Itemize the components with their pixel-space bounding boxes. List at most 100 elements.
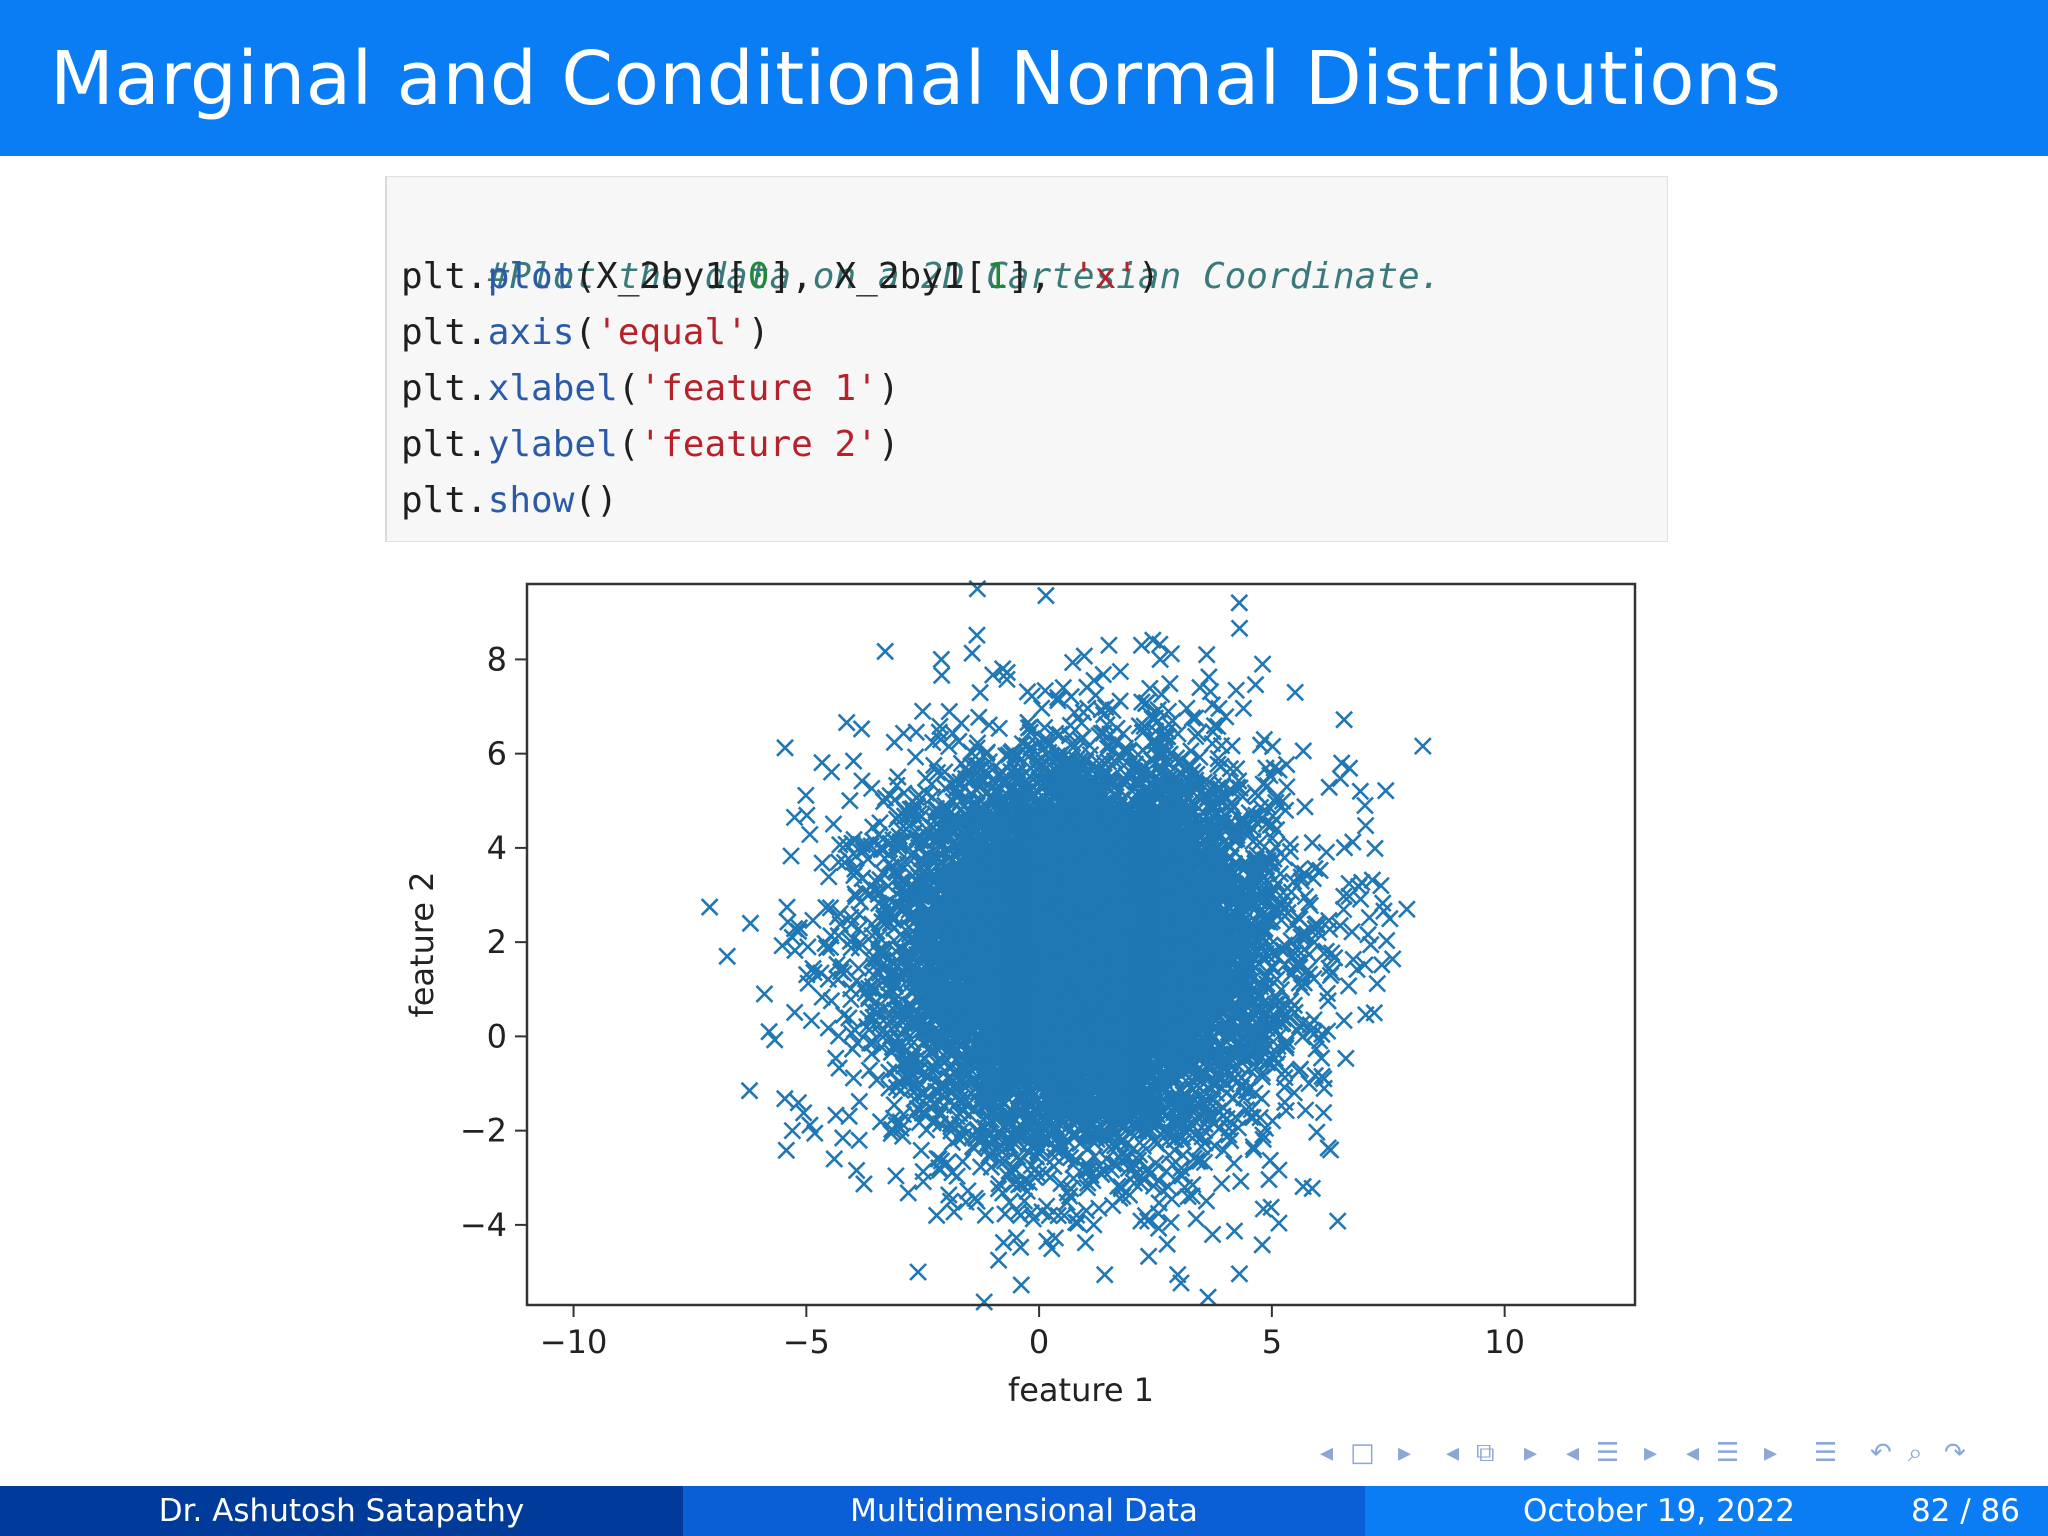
data-point-marker <box>1139 1247 1158 1266</box>
data-point-marker <box>1348 960 1366 979</box>
data-point-marker <box>822 991 841 1010</box>
code-token: ( <box>574 312 597 353</box>
data-point-marker <box>1292 978 1311 997</box>
code-function: ylabel <box>487 424 618 465</box>
data-point-marker <box>850 1131 869 1150</box>
data-point-marker <box>860 1061 879 1080</box>
code-token: ) <box>877 424 900 465</box>
code-token: plt. <box>401 256 488 297</box>
data-point-marker <box>850 1092 869 1111</box>
data-point-marker <box>794 1103 813 1122</box>
data-point-marker <box>1219 1126 1238 1144</box>
data-point-marker <box>1244 1137 1263 1156</box>
data-point-marker <box>898 855 917 874</box>
data-point-marker <box>778 898 796 917</box>
code-function: xlabel <box>487 368 618 409</box>
code-token: plt. <box>401 368 488 409</box>
title-bar: Marginal and Conditional Normal Distribu… <box>0 0 2048 156</box>
data-point-marker <box>971 683 990 702</box>
data-point-marker <box>1320 920 1339 939</box>
data-point-marker <box>828 955 846 974</box>
data-point-marker <box>829 853 848 871</box>
data-point-marker <box>805 963 823 982</box>
data-point-marker <box>1285 996 1304 1015</box>
data-point-marker <box>1343 833 1362 851</box>
data-point-marker <box>1230 619 1249 638</box>
code-number: 1 <box>986 256 1008 297</box>
code-token: plt. <box>401 312 488 353</box>
data-point-marker <box>1098 739 1117 758</box>
data-point-marker <box>1048 691 1067 710</box>
data-point-marker <box>1267 970 1286 989</box>
data-point-marker <box>867 1071 886 1089</box>
data-point-marker <box>1111 662 1130 681</box>
data-point-marker <box>980 716 999 734</box>
code-token: ( <box>617 368 640 409</box>
data-point-marker <box>1163 712 1182 730</box>
data-point-marker <box>1356 816 1375 835</box>
data-point-marker <box>855 1175 873 1193</box>
data-point-marker <box>1344 950 1363 969</box>
code-function: axis <box>487 312 575 353</box>
data-point-marker <box>819 1019 838 1037</box>
data-point-marker <box>840 791 859 810</box>
data-point-marker <box>778 913 797 931</box>
data-point-marker <box>826 1049 845 1068</box>
data-point-marker <box>776 738 794 757</box>
data-point-marker <box>843 1040 862 1058</box>
data-point-marker <box>1023 687 1041 705</box>
data-point-marker <box>1312 1049 1331 1068</box>
data-point-marker <box>801 1116 819 1135</box>
data-point-marker <box>802 1011 821 1030</box>
data-point-marker <box>1225 1222 1244 1241</box>
data-point-marker <box>1158 1235 1177 1254</box>
data-point-marker <box>740 1081 759 1100</box>
code-token: ], X_2by1[ <box>769 256 987 297</box>
data-point-marker <box>777 1141 796 1160</box>
data-point-marker <box>1084 1215 1103 1234</box>
data-point-marker <box>1319 991 1337 1010</box>
data-point-marker <box>887 1166 905 1185</box>
data-point-marker <box>1108 1155 1127 1174</box>
data-point-marker <box>1162 1213 1180 1232</box>
data-point-marker <box>1360 908 1379 927</box>
data-point-marker <box>1246 675 1265 694</box>
data-point-marker <box>1276 801 1295 820</box>
data-point-marker <box>1270 1214 1288 1233</box>
code-token: ( <box>617 424 640 465</box>
data-point-marker <box>907 723 926 742</box>
data-point-marker <box>1148 746 1167 765</box>
data-point-marker <box>958 1181 977 1200</box>
data-point-marker <box>1234 699 1253 718</box>
data-point-marker <box>1277 755 1296 774</box>
data-point-marker <box>1016 800 1035 819</box>
code-function: plot <box>487 256 575 297</box>
code-token: ) <box>877 368 900 409</box>
data-point-marker <box>1262 1198 1281 1217</box>
code-token: () <box>574 480 618 521</box>
code-string: 'x' <box>1072 256 1138 297</box>
data-point-marker <box>906 748 925 766</box>
code-string: 'feature 2' <box>639 424 878 465</box>
data-point-marker <box>1335 1011 1353 1030</box>
data-point-marker <box>1334 887 1353 906</box>
data-point-marker <box>833 1129 852 1147</box>
data-point-marker <box>969 708 988 727</box>
code-token: (X_2by1[ <box>574 256 748 297</box>
data-point-marker <box>1111 692 1130 710</box>
scatter-plot-figure: −10 −5 0 5 10 −4 −2 0 2 4 6 8 feature 1 feature 2 <box>385 560 1668 1420</box>
data-point-marker <box>1062 687 1081 706</box>
code-cell: #Plot the data on a 2D Cartesian Coordin… <box>385 176 1668 542</box>
code-line-2: plt.plot(X_2by1[0], X_2by1[1], 'x') <box>401 249 1160 305</box>
data-point-marker <box>1359 925 1377 944</box>
code-line-1: #Plot the data on a 2D Cartesian Coordin… <box>401 193 1442 297</box>
data-point-marker <box>834 1006 853 1024</box>
code-function: show <box>487 480 575 521</box>
data-point-marker <box>1212 1174 1231 1193</box>
data-point-marker <box>1205 1136 1224 1155</box>
data-point-marker <box>1197 1191 1216 1210</box>
data-point-marker <box>1230 1264 1249 1283</box>
data-point-marker <box>830 1059 849 1077</box>
data-point-marker <box>1063 653 1082 672</box>
